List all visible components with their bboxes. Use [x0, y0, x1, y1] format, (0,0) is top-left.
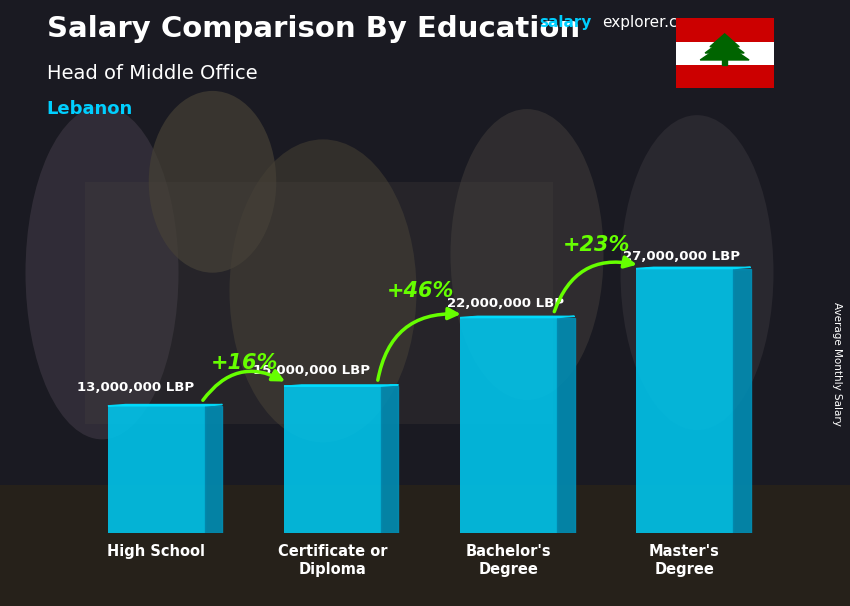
Ellipse shape — [149, 91, 276, 273]
Text: Average Monthly Salary: Average Monthly Salary — [832, 302, 842, 425]
Ellipse shape — [26, 106, 178, 439]
Polygon shape — [733, 268, 751, 533]
Bar — [108, 406, 205, 533]
Ellipse shape — [230, 139, 416, 442]
Polygon shape — [381, 386, 399, 533]
Text: 13,000,000 LBP: 13,000,000 LBP — [77, 381, 195, 394]
Bar — [636, 268, 733, 533]
Ellipse shape — [450, 109, 604, 400]
Bar — [85, 182, 552, 424]
Bar — [676, 42, 774, 64]
Text: salary: salary — [540, 15, 592, 30]
Polygon shape — [710, 34, 740, 47]
Text: 22,000,000 LBP: 22,000,000 LBP — [447, 298, 564, 310]
Text: Head of Middle Office: Head of Middle Office — [47, 64, 258, 82]
Polygon shape — [284, 385, 399, 386]
Bar — [676, 64, 774, 88]
Polygon shape — [722, 59, 728, 64]
Text: 15,000,000 LBP: 15,000,000 LBP — [253, 364, 371, 377]
Bar — [460, 318, 557, 533]
Polygon shape — [706, 38, 744, 53]
Text: 27,000,000 LBP: 27,000,000 LBP — [623, 250, 740, 262]
Polygon shape — [460, 316, 575, 318]
Ellipse shape — [620, 115, 774, 430]
Text: Salary Comparison By Education: Salary Comparison By Education — [47, 15, 580, 43]
Polygon shape — [205, 406, 223, 533]
Bar — [676, 18, 774, 42]
Text: +46%: +46% — [387, 281, 454, 301]
Bar — [284, 386, 381, 533]
Text: +16%: +16% — [211, 353, 278, 373]
Polygon shape — [700, 43, 749, 60]
Text: +23%: +23% — [563, 235, 630, 255]
Polygon shape — [636, 267, 751, 268]
Text: explorer.com: explorer.com — [602, 15, 701, 30]
Polygon shape — [108, 405, 223, 406]
Text: Lebanon: Lebanon — [47, 100, 133, 118]
Bar — [0, 485, 850, 606]
Polygon shape — [557, 318, 575, 533]
